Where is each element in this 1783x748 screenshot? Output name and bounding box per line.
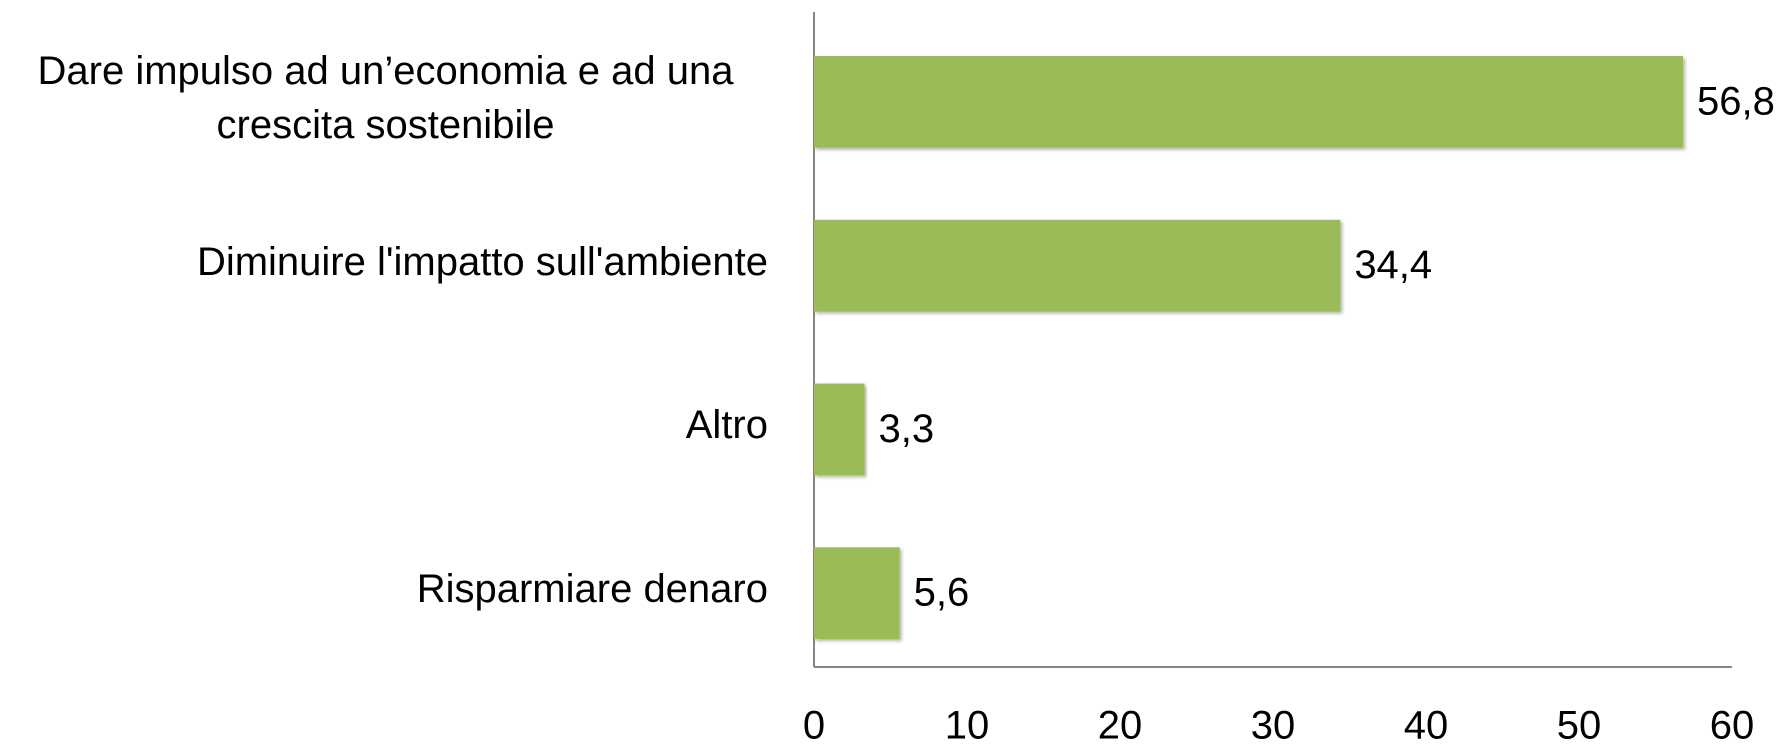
data-label: 34,4	[1354, 243, 1432, 287]
y-tick-label: Diminuire l'impatto sull'ambiente	[196, 239, 768, 284]
x-tick-label: 50	[1557, 704, 1602, 748]
bar	[814, 547, 900, 639]
bar	[814, 383, 865, 476]
x-tick-label: 0	[803, 704, 825, 748]
x-tick-label: 60	[1710, 704, 1755, 748]
y-tick-label: Risparmiare denaro	[416, 567, 768, 612]
x-tick-label: 40	[1404, 704, 1449, 748]
x-tick-label: 10	[945, 704, 990, 748]
x-tick-label: 30	[1251, 704, 1296, 748]
x-tick-label: 20	[1098, 704, 1143, 748]
data-label: 5,6	[914, 571, 970, 615]
data-label: 3,3	[878, 407, 934, 451]
data-label: 56,8	[1697, 79, 1775, 123]
y-tick-label: Dare impulso ad un’economia e ad una cre…	[37, 48, 734, 147]
y-tick-label: Altro	[685, 403, 768, 448]
bar	[814, 219, 1341, 312]
bar	[814, 56, 1684, 148]
